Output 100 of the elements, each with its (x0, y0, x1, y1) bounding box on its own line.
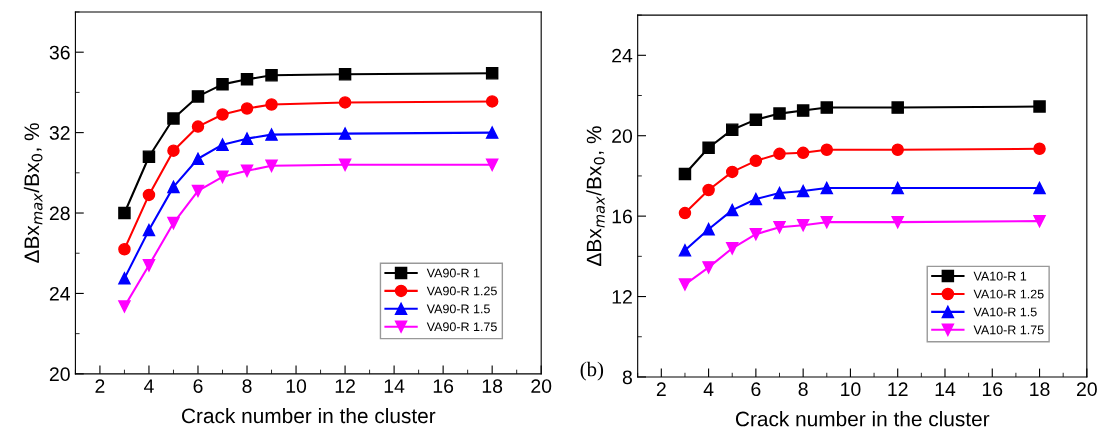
x-tick-label: 2 (656, 382, 666, 396)
point (773, 220, 786, 234)
y-tick-label: 28 (49, 206, 70, 221)
legend-label: VA90-R 1.25 (426, 286, 497, 296)
point (1033, 100, 1046, 113)
y-axis-title: ΔBx$_{max}$/Bx$_{0}$, % (23, 123, 43, 263)
x-axis-title: Crack number in the cluster (182, 407, 436, 424)
point (265, 128, 278, 141)
point (265, 69, 278, 82)
y-tick-label: 24 (49, 286, 70, 301)
point (891, 101, 904, 114)
point (265, 98, 278, 111)
point (240, 164, 254, 178)
point (216, 138, 229, 151)
point (142, 259, 156, 272)
legend-label: VA10-R 1.5 (973, 307, 1037, 317)
legend-label: VA10-R 1.25 (973, 289, 1044, 299)
point (338, 68, 352, 81)
x-tick-label: 18 (1030, 382, 1050, 397)
point (702, 183, 715, 197)
point (773, 186, 786, 200)
y-tick-label: 20 (612, 129, 633, 143)
point (485, 95, 499, 108)
x-tick-label: 14 (384, 379, 405, 393)
point (167, 216, 180, 230)
point (796, 218, 810, 232)
x-tick-label: 2 (95, 379, 105, 393)
point (265, 159, 278, 173)
x-tick-label: 16 (433, 379, 454, 393)
x-tick-label: 16 (982, 382, 1003, 397)
point (796, 184, 810, 198)
point (773, 107, 786, 120)
y-tick-label: 12 (612, 290, 632, 304)
x-tick-label: 6 (193, 379, 203, 393)
point (773, 147, 786, 161)
point (725, 242, 739, 255)
point (820, 143, 834, 157)
point (891, 181, 904, 195)
y-tick-label: 36 (49, 45, 70, 60)
point (725, 165, 739, 179)
point (891, 143, 904, 157)
x-tick-label: 8 (798, 382, 808, 397)
point (191, 184, 205, 198)
point (167, 180, 180, 194)
point (749, 192, 763, 206)
point (820, 101, 834, 114)
point (216, 78, 229, 91)
legend-label: VA10-R 1.75 (973, 325, 1044, 335)
x-tick-label: 10 (286, 379, 307, 393)
point (678, 278, 692, 291)
point (678, 206, 692, 220)
point (142, 188, 156, 202)
point (338, 158, 352, 172)
point (485, 67, 499, 80)
legend-label: VA90-R 1.5 (426, 304, 490, 314)
y-axis-title: ΔBx$_{max}$/Bx$_{0}$, % (586, 126, 605, 266)
x-tick-label: 20 (531, 379, 552, 393)
point (678, 244, 692, 257)
point (142, 150, 156, 163)
point (820, 215, 834, 229)
y-tick-label: 16 (612, 209, 632, 224)
x-tick-label: 18 (482, 379, 503, 393)
x-tick-label: 4 (144, 379, 154, 393)
y-tick-label: 32 (49, 126, 70, 140)
y-tick-label: 24 (612, 48, 633, 63)
point (118, 242, 131, 256)
point (749, 227, 763, 241)
point (167, 144, 180, 157)
point (240, 73, 254, 86)
point (191, 90, 205, 103)
point (1033, 181, 1046, 195)
point (240, 102, 254, 115)
point (191, 120, 205, 133)
x-tick-label: 6 (751, 382, 761, 397)
x-tick-label: 12 (335, 379, 355, 393)
point (702, 222, 715, 236)
point (142, 223, 156, 237)
point (216, 170, 229, 184)
point (338, 96, 352, 109)
x-tick-label: 14 (935, 382, 956, 396)
point (725, 203, 739, 217)
x-tick-label: 4 (703, 382, 714, 396)
point (749, 113, 763, 126)
point (216, 108, 229, 121)
point (1033, 214, 1046, 228)
point (725, 123, 739, 136)
point (1033, 142, 1046, 156)
legend-label: VA10-R 1 (973, 271, 1027, 281)
point (702, 141, 715, 155)
point (702, 261, 715, 274)
point (240, 132, 254, 145)
point (796, 146, 810, 160)
point (118, 272, 131, 285)
point (820, 181, 834, 195)
point (191, 152, 205, 165)
point (485, 126, 499, 139)
legend-label: VA90-R 1.75 (426, 322, 497, 332)
y-tick-label: 20 (49, 367, 70, 382)
point (118, 300, 131, 313)
point (749, 154, 763, 168)
